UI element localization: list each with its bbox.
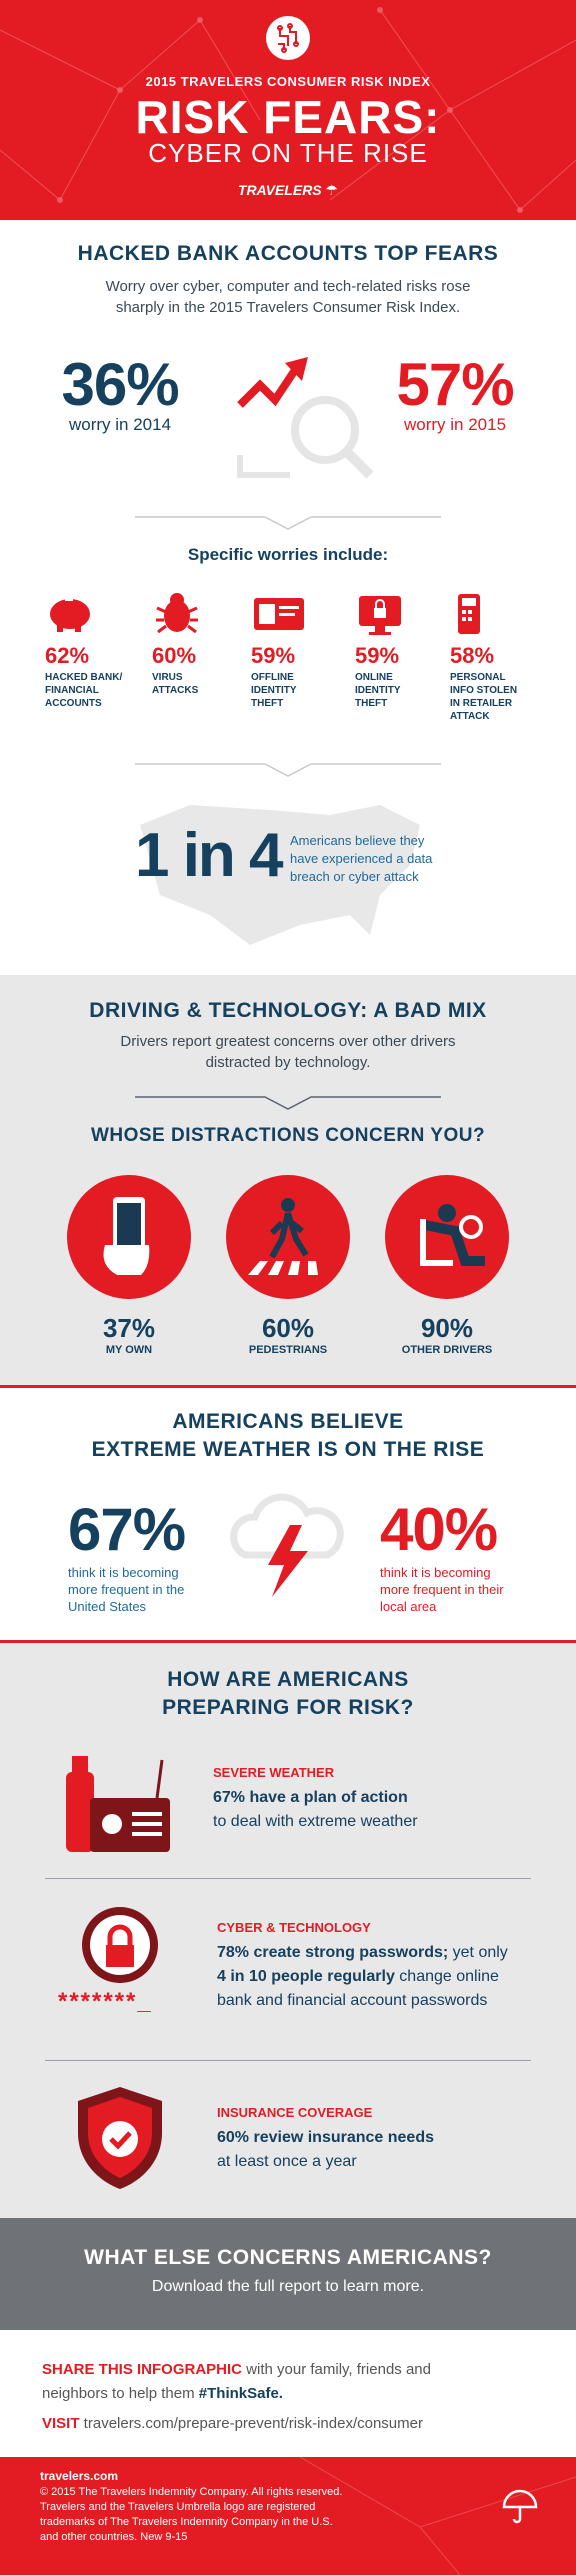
- report-subtitle: 2015 TRAVELERS CONSUMER RISK INDEX: [145, 74, 431, 89]
- weather-stat-national: 67% think it is becoming more frequent in…: [68, 1496, 186, 1614]
- pedestrian-crosswalk-icon: [226, 1175, 350, 1299]
- red-divider: [0, 1385, 576, 1388]
- magnifier-trend-icon: [237, 357, 374, 479]
- one-in-four-stat: 1 in 4: [135, 821, 284, 890]
- stat-2014: 36% worry in 2014: [61, 351, 179, 434]
- storm-cloud-icon: [230, 1493, 344, 1597]
- phone-hand-icon: [67, 1175, 191, 1299]
- circuit-logo-icon: [266, 16, 310, 60]
- page-title: RISK FEARS:: [135, 91, 441, 143]
- page-title-sub: CYBER ON THE RISE: [148, 138, 428, 168]
- worry-item: 58% PERSONAL INFO STOLEN IN RETAILER ATTACK: [450, 590, 545, 723]
- virus-bug-icon: [156, 593, 198, 634]
- us-map-icon: [140, 805, 420, 945]
- piggy-bank-icon: [50, 598, 90, 632]
- download-report-banner[interactable]: WHAT ELSE CONCERNS AMERICANS? Download t…: [0, 2218, 576, 2330]
- network-pattern-background: [0, 7, 576, 213]
- umbrella-icon: ☂: [321, 182, 339, 198]
- section-divider: [135, 516, 441, 530]
- worry-item: 62% HACKED BANK/FINANCIAL ACCOUNTS: [45, 590, 140, 710]
- distraction-item: 60% PEDESTRIANS: [248, 1313, 328, 1356]
- prep-divider: [45, 2060, 531, 2061]
- hacked-heading: HACKED BANK ACCOUNTS TOP FEARS: [77, 242, 499, 265]
- prep-insurance: INSURANCE COVERAGE 60% review insurance …: [217, 2105, 434, 2170]
- share-section: SHARE THIS INFOGRAPHIC with your family,…: [0, 2330, 576, 2457]
- footer-site-link[interactable]: travelers.com: [40, 2469, 119, 2483]
- id-card-icon: [254, 598, 304, 630]
- prep-cyber: CYBER & TECHNOLOGY 78% create strong pas…: [217, 1920, 508, 2009]
- water-radio-icon: [66, 1756, 170, 1852]
- shield-check-icon: [78, 2087, 162, 2189]
- card-reader-icon: [458, 594, 480, 634]
- distraction-item: 37% MY OWN: [102, 1313, 156, 1356]
- prep-divider: [45, 1878, 531, 1879]
- distraction-item: 90% OTHER DRIVERS: [401, 1313, 493, 1356]
- red-divider: [0, 1640, 576, 1643]
- network-pattern-background: [299, 2457, 576, 2575]
- header-banner: 2015 TRAVELERS CONSUMER RISK INDEX RISK …: [0, 0, 576, 220]
- weather-stat-local: 40% think it is becoming more frequent in…: [380, 1496, 504, 1614]
- computer-lock-icon: [359, 596, 401, 635]
- share-text: SHARE THIS INFOGRAPHIC with your family,…: [42, 2361, 431, 2402]
- one-in-four-caption: Americans believe they have experienced a…: [290, 833, 433, 884]
- else-heading: WHAT ELSE CONCERNS AMERICANS?: [84, 2246, 492, 2269]
- driving-section: DRIVING & TECHNOLOGY: A BAD MIX Drivers …: [0, 975, 576, 1385]
- travelers-logo: TRAVELERS ☂: [237, 182, 339, 198]
- worry-item: 59% OFFLINE IDENTITY THEFT: [251, 590, 346, 710]
- else-sub: Download the full report to learn more.: [151, 2278, 425, 2295]
- hacked-lead: Worry over cyber, computer and tech-rela…: [105, 278, 471, 316]
- worries-heading: Specific worries include:: [187, 545, 389, 564]
- distracted-driver-icon: [385, 1175, 509, 1299]
- stat-2015: 57% worry in 2015: [396, 351, 514, 434]
- worry-item: 59% ONLINE IDENTITY THEFT: [355, 590, 450, 710]
- weather-heading: AMERICANS BELIEVE EXTREME WEATHER IS ON …: [91, 1410, 485, 1461]
- section-divider: [135, 1096, 441, 1110]
- section-divider: [135, 763, 441, 777]
- footer: travelers.com © 2015 The Travelers Indem…: [0, 2457, 576, 2575]
- worry-item: 60% VIRUS ATTACKS: [152, 590, 247, 697]
- prep-weather: SEVERE WEATHER 67% have a plan of action…: [213, 1765, 418, 1830]
- visit-link[interactable]: VISIT travelers.com/prepare-prevent/risk…: [42, 2415, 423, 2432]
- footer-legal: © 2015 The Travelers Indemnity Company. …: [40, 2486, 343, 2543]
- padlock-icon: [82, 1907, 158, 1983]
- password-mask: *******_: [58, 1988, 153, 2015]
- umbrella-icon: [502, 2489, 538, 2524]
- worries-list: 62% HACKED BANK/FINANCIAL ACCOUNTS 60% VI…: [0, 590, 576, 760]
- preparing-section: HOW ARE AMERICANS PREPARING FOR RISK? SE…: [0, 1643, 576, 2218]
